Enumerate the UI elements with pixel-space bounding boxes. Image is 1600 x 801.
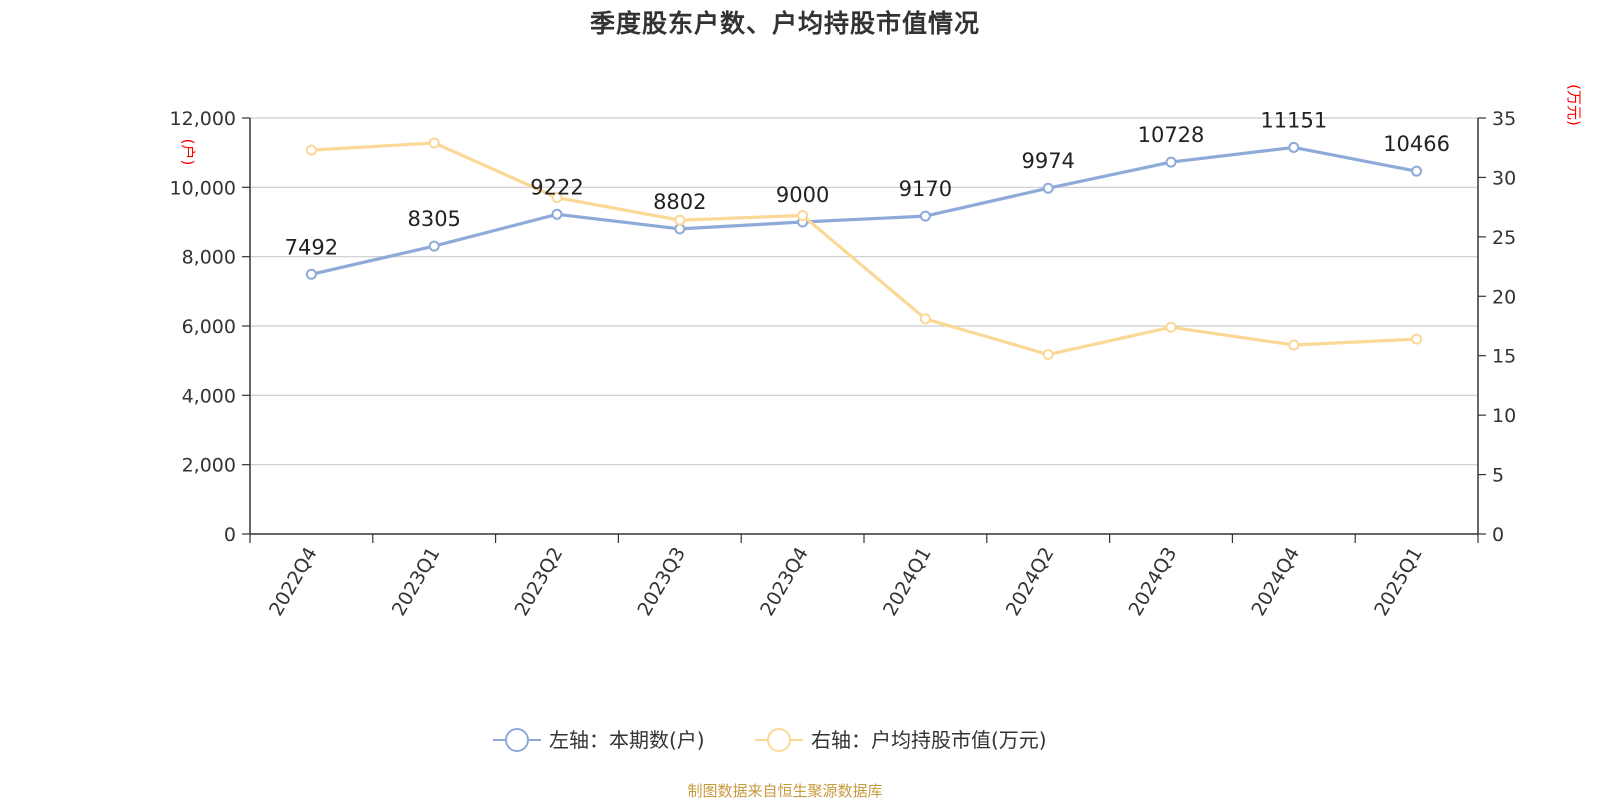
right-axis-tick-label: 15 [1492,346,1516,368]
right-axis-tick-label: 5 [1492,465,1504,487]
series-point [305,144,317,156]
chart-title: 季度股东户数、户均持股市值情况 [589,9,980,38]
series-point [428,137,440,149]
series-point [1288,141,1300,153]
legend-marker [767,728,791,752]
series-point [797,209,809,221]
x-axis-tick-label: 2023Q3 [633,544,690,620]
left-axis-tick-label: 6,000 [182,316,236,338]
series-point [1411,333,1423,345]
data-label: 9000 [776,183,829,207]
series-point [1411,165,1423,177]
series-point [428,240,440,252]
legend-item[interactable]: 右轴：户均持股市值(万元) [755,728,1047,752]
series-point [674,214,686,226]
series-point [305,268,317,280]
data-label: 9974 [1021,149,1074,173]
x-axis-tick-label: 2025Q1 [1370,544,1427,620]
data-label: 10466 [1383,132,1450,156]
x-axis-tick-label: 2024Q2 [1002,544,1059,620]
series-point [1288,339,1300,351]
right-axis-tick-label: 0 [1492,524,1504,546]
data-label: 11151 [1260,108,1327,132]
right-axis-tick-label: 25 [1492,227,1516,249]
left-axis-tick-label: 2,000 [182,455,236,477]
series-point [551,208,563,220]
left-axis-tick-label: 12,000 [170,108,236,130]
data-label: 10728 [1138,123,1205,147]
grid-lines [250,117,1478,466]
data-label: 8802 [653,190,706,214]
legend-label: 左轴：本期数(户) [549,728,705,752]
legend[interactable]: 左轴：本期数(户) 右轴：户均持股市值(万元) [493,728,1047,752]
right-axis-tick-label: 10 [1492,405,1516,427]
data-label: 7492 [285,235,338,259]
series-point [551,192,563,204]
data-source-note: 制图数据来自恒生聚源数据库 [687,782,883,800]
series-point [1165,156,1177,168]
series-line [311,145,1417,276]
left-axis-tick-label: 4,000 [182,385,236,407]
right-axis-unit-label: (万元) [1565,84,1583,126]
legend-label: 右轴：户均持股市值(万元) [811,728,1047,752]
x-axis-tick-label: 2024Q4 [1247,544,1304,620]
legend-item[interactable]: 左轴：本期数(户) [493,728,705,752]
x-axis-tick-label: 2022Q4 [265,544,322,620]
left-axis-tick-label: 0 [224,524,236,546]
data-label: 9170 [899,177,952,201]
data-labels: 7492 8305 9222 8802 9000 9170 9974 10728 11151 10… [285,108,1450,259]
series-point [1042,182,1054,194]
x-axis-tick-label: 2023Q4 [756,544,813,620]
data-label: 8305 [407,207,460,231]
series-point [1042,349,1054,361]
series-point [1165,321,1177,333]
right-axis-tick-label: 20 [1492,286,1516,308]
x-axis-tick-label: 2024Q3 [1125,544,1182,620]
left-axis-unit-label: (户) [179,139,197,166]
left-axis-tick-label: 8,000 [182,247,236,269]
series-lines [305,137,1423,361]
x-axis-tick-label: 2024Q1 [879,544,936,620]
right-axis-tick-label: 35 [1492,108,1516,130]
legend-marker [505,728,529,752]
axes: 0 2,000 4,000 6,000 8,000 10,000 12,000 0 5 10 15 2… [170,84,1583,620]
series-line [311,141,1417,357]
x-axis-tick-label: 2023Q1 [388,544,445,620]
series-point [919,313,931,325]
left-axis-tick-label: 10,000 [170,177,236,199]
x-axis-tick-label: 2023Q2 [511,544,568,620]
series-point [919,210,931,222]
right-axis-tick-label: 30 [1492,167,1516,189]
data-label: 9222 [530,175,583,199]
